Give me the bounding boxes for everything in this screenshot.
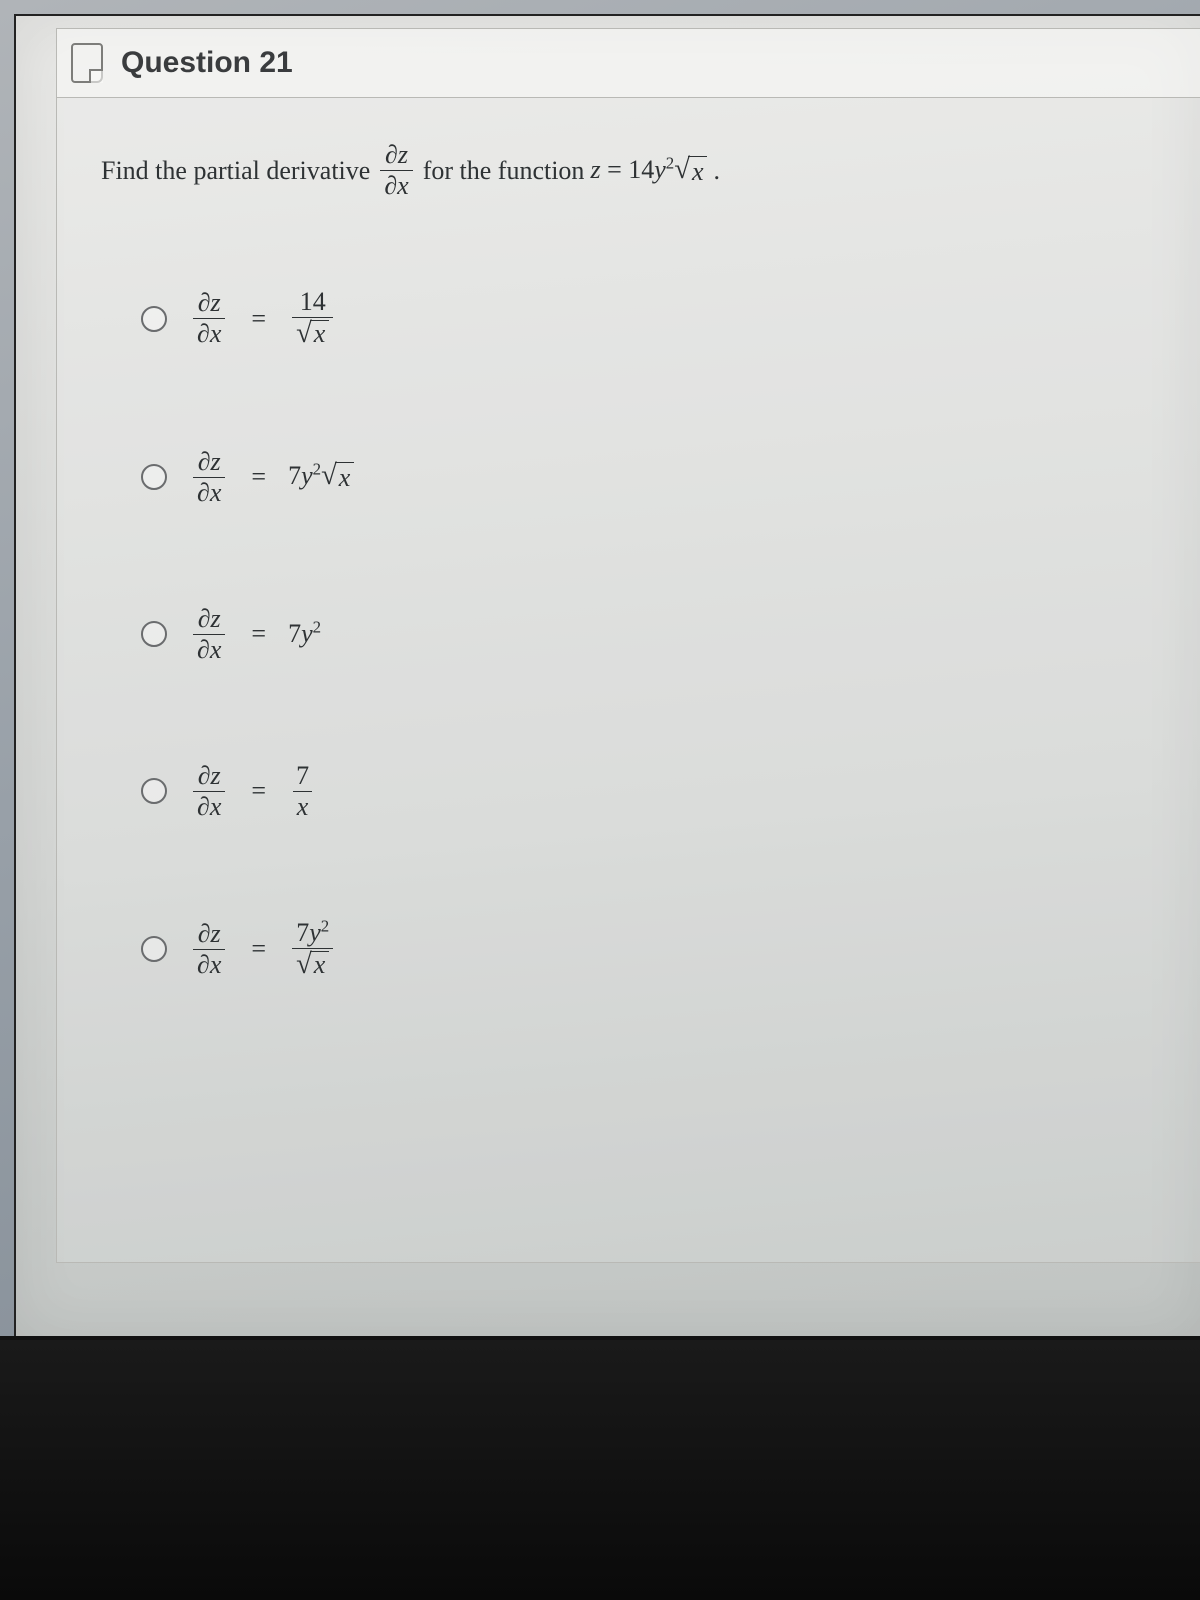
question-title: Question 21 — [121, 46, 293, 80]
rhs: 7y2 — [288, 619, 321, 649]
question-header: Question 21 — [56, 28, 1200, 98]
prompt-lead: Find the partial derivative — [101, 156, 370, 186]
monitor-bezel — [0, 1340, 1200, 1600]
answer-option-c[interactable]: ∂z ∂x = 7y2 — [141, 606, 1168, 663]
lhs: ∂z ∂x — [193, 606, 225, 663]
prompt-derivative: ∂z ∂x — [380, 142, 412, 199]
question-card: Question 21 Find the partial derivative … — [56, 28, 1200, 1298]
radio-b[interactable] — [141, 464, 167, 490]
radio-c[interactable] — [141, 621, 167, 647]
answer-list: ∂z ∂x = 14 √x ∂z ∂x — [101, 289, 1168, 979]
question-body: Find the partial derivative ∂z ∂x for th… — [56, 98, 1200, 1263]
question-prompt: Find the partial derivative ∂z ∂x for th… — [101, 142, 1168, 199]
bookmark-icon[interactable] — [71, 43, 103, 83]
lhs: ∂z ∂x — [193, 921, 225, 978]
sqrt-icon: √x — [674, 156, 707, 187]
radio-d[interactable] — [141, 778, 167, 804]
lhs: ∂z ∂x — [193, 449, 225, 506]
answer-option-e[interactable]: ∂z ∂x = 7y2 √x — [141, 920, 1168, 980]
prompt-mid: for the function — [423, 156, 585, 186]
rhs: 7 x — [292, 763, 313, 820]
radio-e[interactable] — [141, 936, 167, 962]
rhs: 7y2 √x — [292, 920, 333, 980]
screen-surface: Question 21 Find the partial derivative … — [14, 14, 1200, 1340]
answer-option-d[interactable]: ∂z ∂x = 7 x — [141, 763, 1168, 820]
radio-a[interactable] — [141, 306, 167, 332]
lhs: ∂z ∂x — [193, 763, 225, 820]
rhs: 14 √x — [292, 289, 333, 349]
answer-option-b[interactable]: ∂z ∂x = 7y2√x — [141, 449, 1168, 506]
prompt-function: z = 14y2√x — [590, 155, 707, 187]
lhs: ∂z ∂x — [193, 290, 225, 347]
answer-option-a[interactable]: ∂z ∂x = 14 √x — [141, 289, 1168, 349]
rhs: 7y2√x — [288, 461, 354, 493]
